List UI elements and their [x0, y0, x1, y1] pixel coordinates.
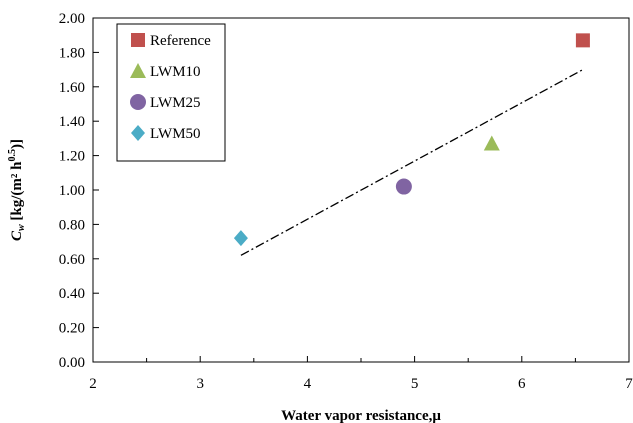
x-tick-label: 7 [625, 376, 633, 392]
data-point-reference [575, 33, 590, 48]
legend-label: Reference [150, 33, 211, 49]
y-tick-label: 0.80 [59, 217, 85, 233]
y-tick-label: 1.00 [59, 183, 85, 199]
y-tick-label: 1.20 [59, 149, 85, 165]
y-tick-label: 0.40 [59, 286, 85, 302]
x-tick-label: 4 [304, 376, 312, 392]
y-tick-label: 0.00 [59, 355, 85, 371]
legend-marker-reference [131, 33, 145, 47]
data-point-lwm25 [395, 178, 412, 195]
y-axis: 0.00 0.20 0.40 0.60 0.80 1.00 1.20 1.40 1.60 1.80… [59, 11, 99, 371]
y-tick-label: 1.40 [59, 114, 85, 130]
x-tick-label: 6 [518, 376, 526, 392]
legend-marker-lwm25 [130, 94, 146, 110]
y-tick-label: 1.60 [59, 80, 85, 96]
legend-marker-lwm50 [131, 125, 145, 141]
legend-label: LWM10 [150, 64, 201, 80]
y-tick-label: 0.60 [59, 252, 85, 268]
trendline [240, 69, 584, 256]
legend-label: LWM50 [150, 126, 201, 142]
legend-label: LWM25 [150, 95, 201, 111]
legend: Reference LWM10 LWM25 LWM50 [116, 23, 226, 162]
x-axis-title: Water vapor resistance,μ [281, 408, 441, 423]
data-point-lwm50 [233, 230, 248, 247]
data-markers [233, 33, 590, 247]
x-tick-label: 2 [89, 376, 97, 392]
x-tick-label: 3 [196, 376, 204, 392]
y-axis-title: Cw [kg/(m² h0.5)] [7, 139, 27, 241]
legend-marker-lwm10 [130, 63, 146, 78]
y-tick-label: 2.00 [59, 11, 85, 27]
x-axis: 2 3 4 5 6 7 [89, 356, 633, 392]
data-point-lwm10 [483, 135, 500, 151]
y-tick-label: 0.20 [59, 321, 85, 337]
y-tick-label: 1.80 [59, 45, 85, 61]
x-tick-label: 5 [411, 376, 419, 392]
